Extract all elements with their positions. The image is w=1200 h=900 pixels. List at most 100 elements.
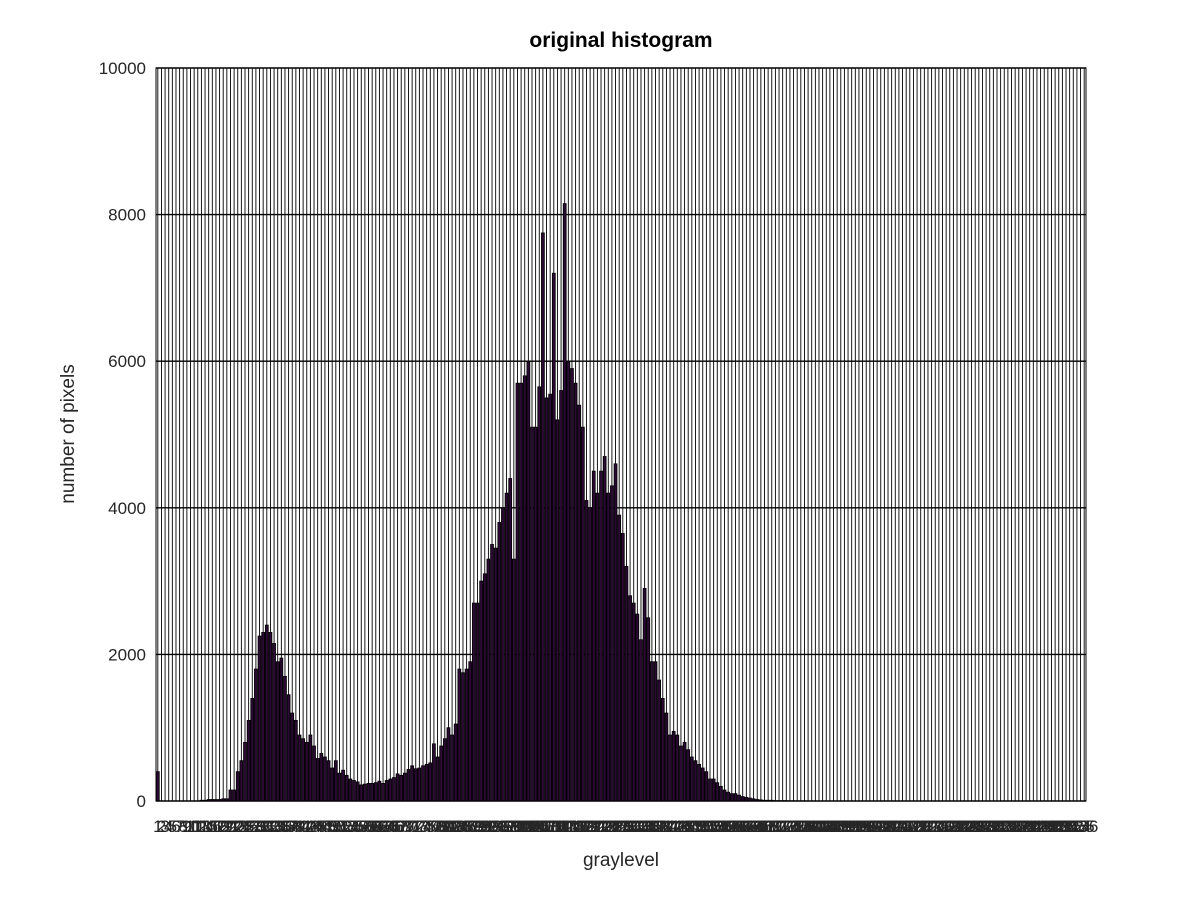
x-tick-label: 42: [297, 817, 316, 836]
x-tick-label: 170: [758, 817, 786, 836]
histogram-bar: [344, 774, 349, 802]
x-tick-label: 255: [1066, 817, 1094, 836]
histogram-bar: [333, 760, 338, 802]
histogram-bar: [624, 566, 629, 802]
x-tick-label: 224: [954, 817, 982, 836]
histogram-bar: [453, 723, 458, 802]
x-tick-label: 222: [946, 817, 974, 836]
histogram-bar: [461, 672, 465, 802]
x-tick-label: 117: [566, 817, 593, 836]
x-tick-label: 125: [594, 817, 622, 836]
x-tick-label: 136: [634, 817, 662, 836]
histogram-bar: [268, 632, 273, 802]
x-tick-label: 198: [859, 817, 887, 836]
histogram-bar: [573, 382, 578, 802]
x-tick-label: 160: [721, 817, 749, 836]
histogram-bar: [155, 771, 160, 802]
x-tick-label: 96: [493, 817, 512, 836]
x-tick-label: 190: [830, 817, 858, 836]
x-tick-label: 216: [925, 817, 953, 836]
x-tick-label: 39: [286, 817, 305, 836]
histogram-bar: [577, 404, 582, 802]
x-tick-label: 118: [569, 817, 596, 836]
x-ticks-layer: 1234567891011121314151617181920212223242…: [153, 817, 1098, 836]
x-tick-label: 101: [507, 817, 535, 836]
histogram-bar: [719, 785, 723, 802]
x-tick-label: 152: [692, 817, 720, 836]
x-tick-label: 114: [555, 817, 582, 836]
histogram-bar: [373, 782, 378, 802]
x-tick-label: 3: [160, 817, 169, 836]
x-tick-label: 165: [739, 817, 767, 836]
histogram-bar: [341, 769, 345, 802]
x-tick-label: 66: [384, 817, 403, 836]
y-tick-label: 6000: [108, 352, 146, 371]
histogram-bar: [323, 756, 327, 802]
x-tick-label: 109: [536, 817, 564, 836]
x-tick-label: 177: [783, 817, 811, 836]
x-tick-label: 44: [305, 817, 324, 836]
histogram-bar: [602, 456, 607, 802]
histogram-bar: [689, 756, 694, 802]
histogram-bar: [682, 741, 687, 802]
x-tick-label: 52: [334, 817, 353, 836]
x-tick-label: 110: [540, 817, 567, 836]
x-tick-label: 72: [406, 817, 425, 836]
histogram-bar: [239, 760, 244, 802]
x-tick-label: 226: [961, 817, 989, 836]
histogram-bar: [472, 602, 476, 802]
x-tick-label: 135: [630, 817, 658, 836]
x-tick-label: 75: [417, 817, 436, 836]
histogram-bar: [711, 778, 716, 802]
x-tick-label: 209: [899, 817, 927, 836]
x-tick-label: 69: [395, 817, 414, 836]
histogram-bar: [228, 789, 233, 802]
x-tick-label: 16: [203, 817, 222, 836]
histogram-bar: [413, 768, 418, 802]
histogram-bar: [308, 734, 313, 802]
x-tick-label: 242: [1019, 817, 1047, 836]
x-tick-label: 58: [355, 817, 374, 836]
x-tick-label: 92: [479, 817, 498, 836]
x-tick-label: 166: [743, 817, 771, 836]
x-tick-label: 205: [885, 817, 913, 836]
histogram-bar: [428, 762, 433, 802]
x-tick-label: 197: [856, 817, 884, 836]
histogram-bar: [555, 419, 560, 802]
x-tick-label: 13: [192, 817, 211, 836]
histogram-bar: [722, 789, 727, 802]
x-tick-label: 159: [718, 817, 746, 836]
histogram-bar: [326, 760, 331, 802]
x-tick-label: 55: [345, 817, 364, 836]
histogram-bar: [254, 668, 258, 802]
histogram-bar: [315, 758, 320, 802]
histogram-bar: [279, 657, 284, 802]
x-tick-label: 67: [388, 817, 407, 836]
x-tick-label: 192: [837, 817, 865, 836]
histogram-bar: [264, 624, 269, 802]
histogram-bar: [501, 507, 505, 802]
x-tick-label: 178: [787, 817, 815, 836]
x-tick-label: 240: [1012, 817, 1040, 836]
y-tick-label: 4000: [108, 499, 146, 518]
x-tick-label: 185: [812, 817, 840, 836]
x-tick-label: 214: [917, 817, 945, 836]
histogram-bar: [581, 426, 585, 802]
histogram-bar: [388, 778, 393, 802]
x-tick-label: 134: [627, 817, 655, 836]
x-tick-label: 33: [265, 817, 284, 836]
x-tick-label: 70: [399, 817, 418, 836]
x-tick-label: 164: [736, 817, 764, 836]
x-tick-label: 156: [707, 817, 735, 836]
x-tick-label: 51: [330, 817, 349, 836]
x-tick-label: 61: [366, 817, 385, 836]
x-tick-label: 207: [892, 817, 920, 836]
x-tick-label: 149: [681, 817, 709, 836]
x-tick-label: 238: [1005, 817, 1033, 836]
y-axis-label: number of pixels: [58, 364, 79, 503]
x-tick-label: 21: [221, 817, 240, 836]
x-tick-label: 235: [994, 817, 1022, 836]
x-tick-label: 154: [699, 817, 727, 836]
histogram-bar: [660, 697, 665, 802]
histogram-bar: [439, 745, 444, 802]
